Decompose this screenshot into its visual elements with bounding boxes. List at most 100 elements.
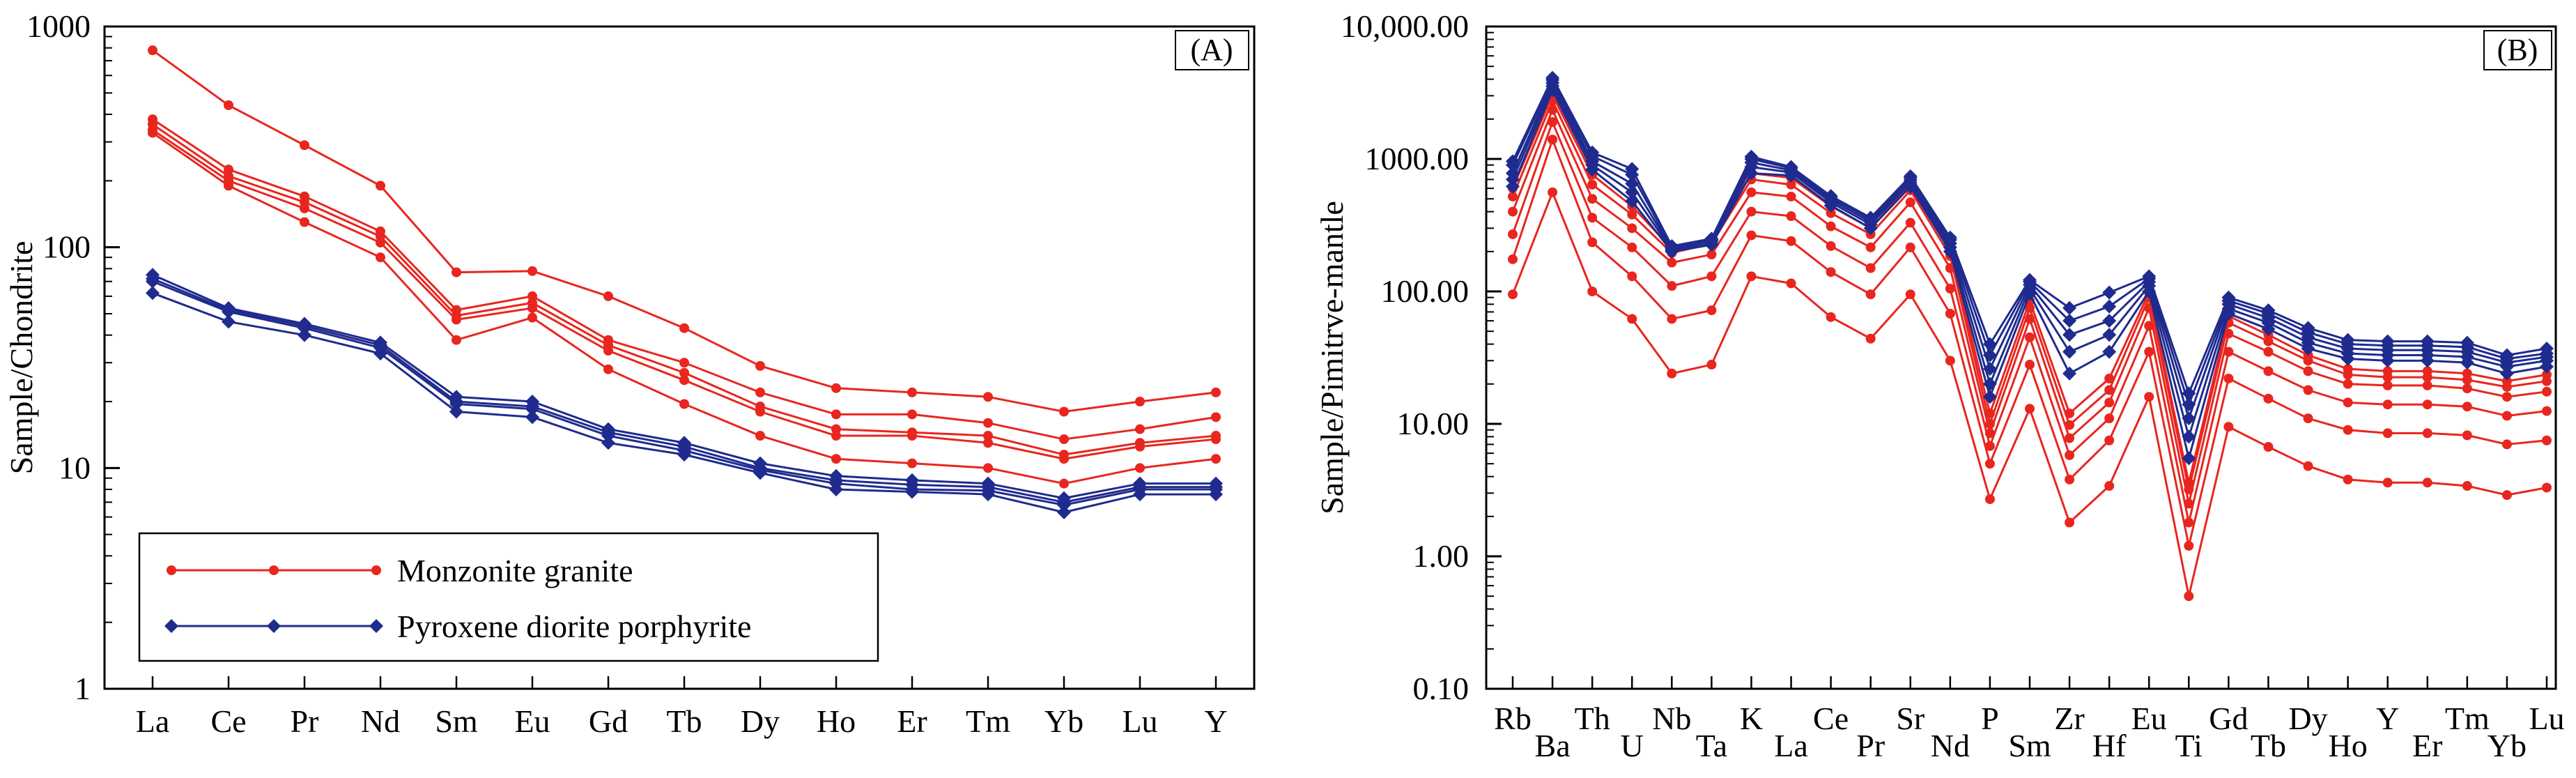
panel-b-point-eu xyxy=(2144,392,2154,402)
panel-b-point-gd xyxy=(2223,346,2234,357)
panel-a-point-eu xyxy=(525,410,539,425)
panel-b-x-label-pr: Pr xyxy=(1856,728,1885,763)
panel-b-point-zr xyxy=(2062,300,2077,315)
panel-a-series-monzonite-1 xyxy=(148,45,1221,417)
panel-b-x-label-th: Th xyxy=(1575,701,1610,736)
panel-a-series-line xyxy=(152,273,1216,500)
panel-b-series xyxy=(1506,70,2554,602)
panel-b-y-tick-label: 10,000.00 xyxy=(1341,8,1469,44)
panel-a-point-yb xyxy=(1059,406,1069,417)
panel-a-x-label-sm: Sm xyxy=(435,703,478,739)
panel-b-x-label-eu: Eu xyxy=(2131,701,2167,736)
panel-a-series-pyroxene-6 xyxy=(146,268,1223,505)
panel-b-x-label-er: Er xyxy=(2412,728,2442,763)
panel-b-y-tick-label: 100.00 xyxy=(1381,273,1470,309)
legend-label-monzonite: Monzonite granite xyxy=(397,553,633,588)
panel-a-point-dy xyxy=(755,431,765,441)
panel-b-point-pr xyxy=(1865,242,1876,252)
panel-b-point-ho xyxy=(2340,333,2355,347)
panel-b-point-la xyxy=(1786,278,1796,289)
panel-b-point-er xyxy=(2422,399,2432,410)
panel-a-point-eu xyxy=(527,303,537,313)
panel-a-point-tm xyxy=(983,463,993,473)
panel-b-x-label-dy: Dy xyxy=(2288,701,2327,736)
panel-b-x-label-nb: Nb xyxy=(1652,701,1691,736)
panel-a-point-tb xyxy=(677,448,691,462)
panel-b-x-label-rb: Rb xyxy=(1494,701,1532,736)
panel-b-point-yb xyxy=(2501,439,2512,450)
panel-b-point-yb xyxy=(2501,490,2512,501)
panel-a-point-eu xyxy=(527,266,537,276)
panel-a-point-tb xyxy=(679,375,689,386)
panel-b-point-ce xyxy=(1823,189,1838,204)
panel-b-point-ho xyxy=(2343,379,2353,389)
panel-a-point-er xyxy=(905,485,919,499)
panel-a-point-pr xyxy=(300,140,309,151)
panel-b-label-box: (B) xyxy=(2483,30,2552,70)
panel-b-point-th xyxy=(1585,145,1600,160)
panel-b-point-th xyxy=(1587,213,1598,223)
panel-b-point-ce xyxy=(1826,312,1836,322)
panel-a-x-label-ce: Ce xyxy=(210,703,246,739)
panel-a-point-y xyxy=(1211,412,1221,422)
panel-b-series-monzonite-2 xyxy=(1508,135,2552,551)
panel-b-point-hf xyxy=(2104,413,2115,424)
panel-a-point-nd xyxy=(373,346,387,361)
legend-entry-pyroxene: Pyroxene diorite porphyrite xyxy=(164,609,751,644)
panel-b-point-y xyxy=(2382,366,2393,376)
panel-b-point-zr xyxy=(2065,420,2075,430)
panel-b-point-ho xyxy=(2343,364,2353,374)
panel-b-point-tm xyxy=(2462,481,2472,491)
panel-a-series-line xyxy=(152,277,1216,503)
panel-b-point-ho xyxy=(2343,397,2353,408)
panel-a-point-sm xyxy=(452,314,461,325)
panel-a-point-er xyxy=(907,458,917,468)
panel-b-point-nb xyxy=(1667,368,1677,379)
panel-b-point-hf xyxy=(2104,385,2115,395)
panel-a-point-nd xyxy=(376,181,385,191)
panel-b-point-tm xyxy=(2462,368,2472,379)
panel-b-point-nb xyxy=(1667,257,1677,268)
panel-a-point-gd xyxy=(601,436,615,450)
panel-a-series-line xyxy=(152,49,1217,413)
panel-b-point-ba xyxy=(1548,135,1558,145)
panel-b-axis-ticks: 0.101.0010.00100.001000.0010,000.00RbBaT… xyxy=(1341,8,2565,763)
panel-a-point-tb xyxy=(679,399,689,409)
panel-a-point-dy xyxy=(755,387,765,397)
panel-b-point-ce xyxy=(1826,267,1836,277)
panel-b-point-p xyxy=(1982,337,1997,351)
panel-a-point-eu xyxy=(525,402,539,416)
panel-b-point-ti xyxy=(2184,485,2194,495)
panel-b-series-monzonite-1 xyxy=(1508,187,2552,602)
panel-a-x-label-la: La xyxy=(136,703,170,739)
panel-b-point-yb xyxy=(2499,348,2514,363)
panel-b-point-dy xyxy=(2303,461,2313,471)
panel-b-x-label-ba: Ba xyxy=(1535,728,1571,763)
panel-b-x-label-sr: Sr xyxy=(1896,701,1925,736)
panel-b-point-pr xyxy=(1863,211,1878,225)
panel-b-point-hf xyxy=(2102,299,2117,314)
panel-b-point-sr xyxy=(1905,218,1915,228)
panel-b-point-ta xyxy=(1704,231,1719,246)
panel-b-point-hf xyxy=(2102,285,2117,300)
panel-b-point-tm xyxy=(2462,383,2472,394)
panel-a-point-yb xyxy=(1059,434,1069,445)
panel-b-point-sr xyxy=(1905,289,1915,300)
panel-b-point-gd xyxy=(2223,422,2234,432)
panel-b-point-rb xyxy=(1506,179,1520,194)
panel-b-x-label-la: La xyxy=(1774,728,1808,763)
panel-b-point-eu xyxy=(2142,269,2157,284)
panel-a-point-pr xyxy=(300,203,309,213)
panel-b-point-u xyxy=(1625,176,1640,191)
panel-b-point-ti xyxy=(2182,429,2196,444)
panel-b-point-la xyxy=(1784,160,1798,174)
panel-a-point-ho xyxy=(831,409,841,420)
panel-b-point-rb xyxy=(1508,191,1518,201)
panel-b-point-sm xyxy=(2025,332,2035,342)
panel-a-point-eu xyxy=(527,312,537,323)
panel-b-point-u xyxy=(1627,209,1637,220)
panel-b-point-nb xyxy=(1667,314,1677,324)
panel-b-point-hf xyxy=(2104,397,2115,408)
panel-a-point-ho xyxy=(829,482,843,497)
panel-b-x-label-nd: Nd xyxy=(1931,728,1970,763)
